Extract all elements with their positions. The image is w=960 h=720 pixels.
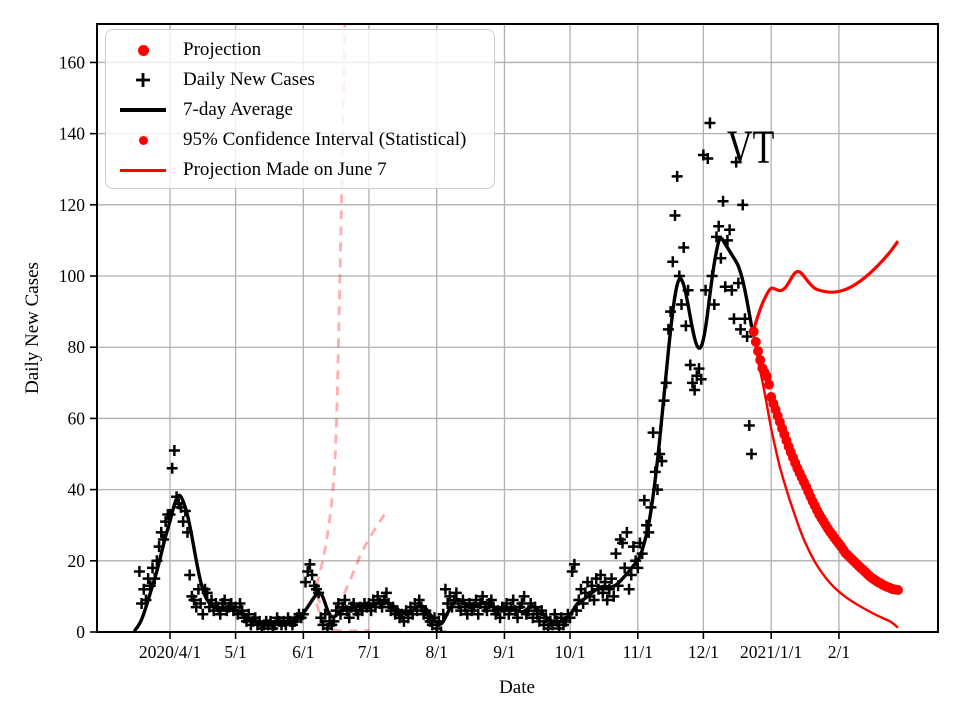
series-daily-new-cases (133, 117, 757, 632)
series-ci-upper (752, 240, 900, 330)
plus-marker-icon (112, 71, 174, 89)
legend-label: 95% Confidence Interval (Statistical) (183, 129, 467, 150)
black-line-icon (112, 108, 174, 112)
grid (97, 24, 938, 632)
legend-item-projection: Projection (112, 35, 494, 65)
y-axis-label: Daily New Cases (22, 262, 43, 394)
y-tick-label: 100 (59, 266, 86, 286)
red-dot-small-icon (112, 135, 174, 145)
x-tick-label: 2/1 (828, 642, 850, 662)
y-tick-label: 40 (68, 480, 86, 500)
series-7day-average (133, 236, 754, 632)
legend-label: Daily New Cases (183, 69, 315, 90)
projection-dot (755, 355, 766, 366)
y-tick-label: 140 (59, 124, 86, 144)
ticks (90, 61, 840, 639)
plot-frame (96, 23, 939, 633)
plot-area (133, 24, 903, 632)
tick-labels: 2020/4/1 5/1 6/1 7/1 8/1 9/1 10/1 11/1 12/1 2021/… (59, 52, 850, 662)
red-line-icon (112, 168, 174, 172)
series-projection-dots (748, 326, 903, 595)
projection-dot (761, 371, 772, 382)
x-tick-label: 8/1 (426, 642, 448, 662)
y-tick-label: 20 (68, 551, 86, 571)
y-tick-label: 80 (68, 337, 86, 357)
x-tick-label: 10/1 (554, 642, 585, 662)
projection-dot (753, 346, 764, 357)
x-tick-label: 6/1 (292, 642, 314, 662)
legend-item-projection-june7: Projection Made on June 7 (112, 155, 494, 185)
x-tick-label: 2021/1/1 (740, 642, 802, 662)
legend-label: Projection (183, 39, 262, 60)
x-tick-label: 2020/4/1 (139, 642, 201, 662)
legend-label: 7-day Average (183, 99, 293, 120)
x-tick-label: 12/1 (688, 642, 719, 662)
x-tick-label: 9/1 (493, 642, 515, 662)
x-axis-label: Date (499, 677, 535, 698)
state-label: VT (727, 121, 775, 174)
projection-dot (750, 336, 761, 347)
projection-dot (892, 584, 903, 595)
projection-dot (748, 326, 759, 337)
y-tick-label: 0 (76, 622, 85, 642)
legend-item-daily-new-cases: Daily New Cases (112, 65, 494, 95)
red-dot-large-icon (112, 44, 174, 56)
x-tick-label: 5/1 (224, 642, 246, 662)
legend-item-7day-average: 7-day Average (112, 95, 494, 125)
y-tick-label: 60 (68, 408, 86, 428)
x-tick-label: 11/1 (623, 642, 653, 662)
y-tick-label: 160 (59, 52, 86, 72)
y-tick-label: 120 (59, 195, 86, 215)
legend-label: Projection Made on June 7 (183, 159, 387, 180)
series-ci-lower (752, 332, 899, 629)
series-june7-upper (315, 24, 347, 587)
projection-dot (763, 379, 774, 390)
x-tick-label: 7/1 (358, 642, 380, 662)
legend: Projection Daily New Cases 7-day Average… (105, 29, 495, 189)
legend-item-confidence-interval: 95% Confidence Interval (Statistical) (112, 125, 494, 155)
